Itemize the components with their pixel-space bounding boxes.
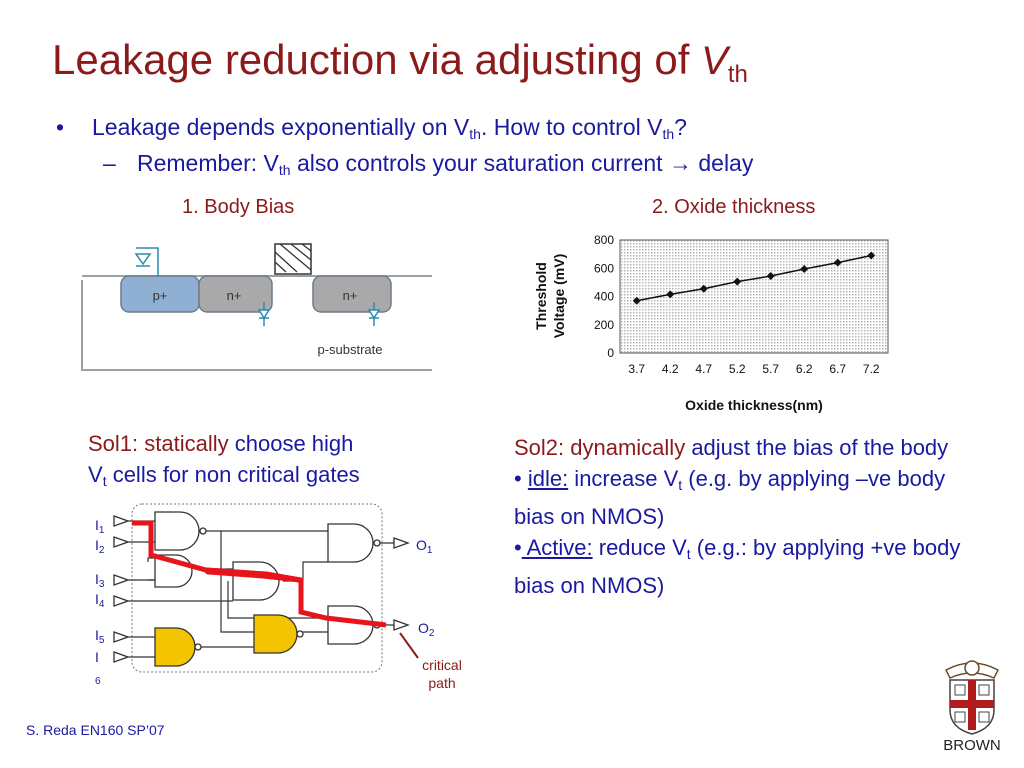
critical-path-line bbox=[263, 571, 301, 583]
y-tick-label: 200 bbox=[594, 318, 614, 332]
n-plus-region bbox=[198, 275, 273, 313]
output-label-1: O1 bbox=[416, 537, 433, 556]
x-tick-label: 3.7 bbox=[628, 362, 645, 376]
ground-icon bbox=[134, 253, 152, 266]
n-plus-text: n+ bbox=[343, 288, 358, 303]
input-label-4: I4 bbox=[95, 591, 105, 610]
path-label: path bbox=[428, 675, 455, 691]
plot-area bbox=[619, 239, 889, 354]
y-tick-label: 600 bbox=[594, 261, 614, 275]
input-label-6: I bbox=[95, 649, 99, 665]
input-label-2: I2 bbox=[95, 537, 105, 556]
diode-icon bbox=[367, 302, 381, 326]
slide-title: Leakage reduction via adjusting of Vth bbox=[52, 36, 748, 88]
p-plus-text: p+ bbox=[153, 288, 168, 303]
input-label-3: I3 bbox=[95, 571, 105, 590]
oxide-thickness-label: 2. Oxide thickness bbox=[652, 196, 816, 218]
y-tick-label: 800 bbox=[594, 233, 614, 247]
data-point bbox=[766, 272, 775, 281]
gate-icon bbox=[274, 243, 312, 275]
brown-shield-logo: BROWN bbox=[943, 660, 1001, 754]
y-tick-label: 0 bbox=[607, 346, 614, 360]
data-point bbox=[833, 258, 842, 267]
critical-label: critical bbox=[422, 657, 462, 673]
data-point bbox=[800, 264, 809, 273]
bullet-remember: – Remember: Vth also controls your satura… bbox=[103, 150, 754, 178]
x-axis-label: Oxide thickness(nm) bbox=[685, 397, 823, 413]
n-plus-text: n+ bbox=[227, 288, 242, 303]
bullet-leakage: • Leakage depends exponentially on Vth. H… bbox=[56, 114, 687, 142]
x-tick-label: 6.2 bbox=[796, 362, 813, 376]
n-plus-region bbox=[312, 275, 392, 313]
critical-path-circuit: I1 I2 I3 I4 I5 I 6 O1 O2 critical path bbox=[95, 503, 462, 691]
body-bias-label: 1. Body Bias bbox=[182, 196, 295, 218]
x-tick-label: 6.7 bbox=[829, 362, 846, 376]
sol2-text: Sol2: dynamically adjust the bias of the… bbox=[514, 435, 961, 598]
x-tick-label: 4.2 bbox=[662, 362, 679, 376]
data-point bbox=[699, 284, 708, 293]
input-label-1: I1 bbox=[95, 517, 105, 536]
data-point bbox=[632, 296, 641, 305]
logo-text: BROWN bbox=[943, 737, 1001, 754]
y-axis-label-line1: Threshold bbox=[533, 262, 549, 330]
oxide-thickness-chart: 0 200 400 600 800 3.7 4.2 4.7 5.2 5.7 6.2 6.7 7.2 O… bbox=[533, 233, 889, 413]
critical-arrow bbox=[399, 632, 419, 659]
data-point bbox=[733, 277, 742, 286]
data-point bbox=[666, 290, 675, 299]
series-line bbox=[636, 254, 872, 302]
high-vt-gate bbox=[253, 614, 298, 654]
x-tick-label: 5.2 bbox=[729, 362, 746, 376]
substrate-text: p-substrate bbox=[317, 342, 382, 357]
data-point bbox=[867, 251, 876, 260]
critical-path-line bbox=[298, 577, 387, 628]
x-tick-label: 5.7 bbox=[762, 362, 779, 376]
y-tick-label: 400 bbox=[594, 290, 614, 304]
diode-icon bbox=[257, 302, 271, 326]
x-tick-label: 4.7 bbox=[695, 362, 712, 376]
input-label-5: I5 bbox=[95, 627, 105, 646]
high-vt-gate bbox=[154, 627, 196, 667]
body-bias-diagram: p+ n+ n+ p-substrate bbox=[81, 243, 432, 371]
sol1-text: Sol1: statically choose high Vt cells fo… bbox=[88, 431, 360, 489]
input-label-6-sub: 6 bbox=[95, 676, 101, 687]
x-tick-label: 7.2 bbox=[863, 362, 880, 376]
footer-text: S. Reda EN160 SP’07 bbox=[26, 722, 165, 738]
y-axis-label-line2: Voltage (mV) bbox=[551, 254, 567, 339]
output-label-2: O2 bbox=[418, 620, 435, 639]
